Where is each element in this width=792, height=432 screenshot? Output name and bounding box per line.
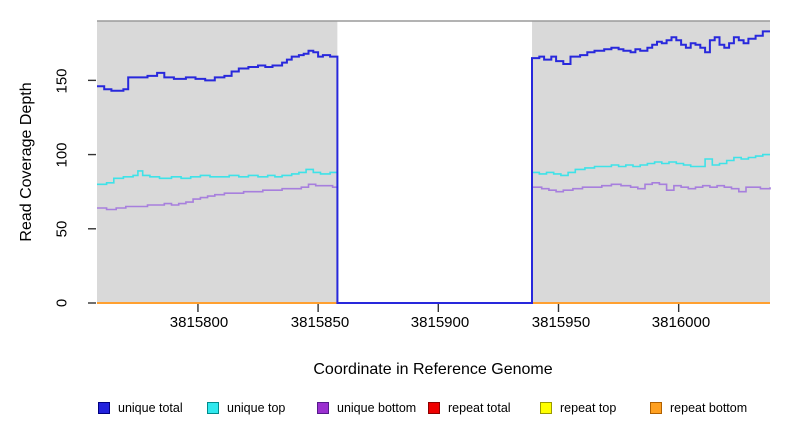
legend-item-unique-top: unique top [207, 401, 285, 415]
series-line-unique-bottom [97, 182, 771, 304]
series-line-unique-total [97, 30, 770, 304]
x-tick-label-3815850: 3815850 [290, 314, 350, 331]
y-tick-label-100: 100 [53, 142, 71, 168]
y-tick-label-0: 0 [53, 298, 71, 308]
legend-label: repeat bottom [670, 401, 748, 415]
repeat-bottom-swatch-icon [650, 402, 662, 414]
unique-total-swatch-icon [98, 402, 110, 414]
legend-item-repeat-total: repeat total [428, 401, 511, 415]
y-tick-label-150: 150 [53, 68, 71, 94]
x-tick-label-3816000: 3816000 [651, 314, 711, 331]
y-tick-label-50: 50 [53, 220, 71, 238]
x-tick-label-3815900: 3815900 [410, 314, 470, 331]
unique-top-swatch-icon [207, 402, 219, 414]
legend-label: repeat top [560, 401, 617, 415]
legend-label: unique bottom [337, 401, 417, 415]
x-axis-title: Coordinate in Reference Genome [313, 361, 553, 378]
legend-item-unique-total: unique total [98, 401, 183, 415]
legend-label: repeat total [448, 401, 511, 415]
legend-label: unique total [118, 401, 183, 415]
x-tick-label-3815800: 3815800 [169, 314, 229, 331]
y-axis-title: Read Coverage Depth [18, 82, 35, 242]
shaded-region [532, 21, 770, 303]
x-tick-label-3815950: 3815950 [531, 314, 591, 331]
repeat-top-swatch-icon [540, 402, 552, 414]
series-line-unique-top [97, 153, 770, 304]
shaded-region [97, 21, 338, 303]
repeat-total-swatch-icon [428, 402, 440, 414]
legend-item-repeat-top: repeat top [540, 401, 616, 415]
legend-item-unique-bottom: unique bottom [317, 401, 416, 415]
legend-item-repeat-bottom: repeat bottom [650, 401, 747, 415]
unique-bottom-swatch-icon [317, 402, 329, 414]
legend-label: unique top [227, 401, 286, 415]
